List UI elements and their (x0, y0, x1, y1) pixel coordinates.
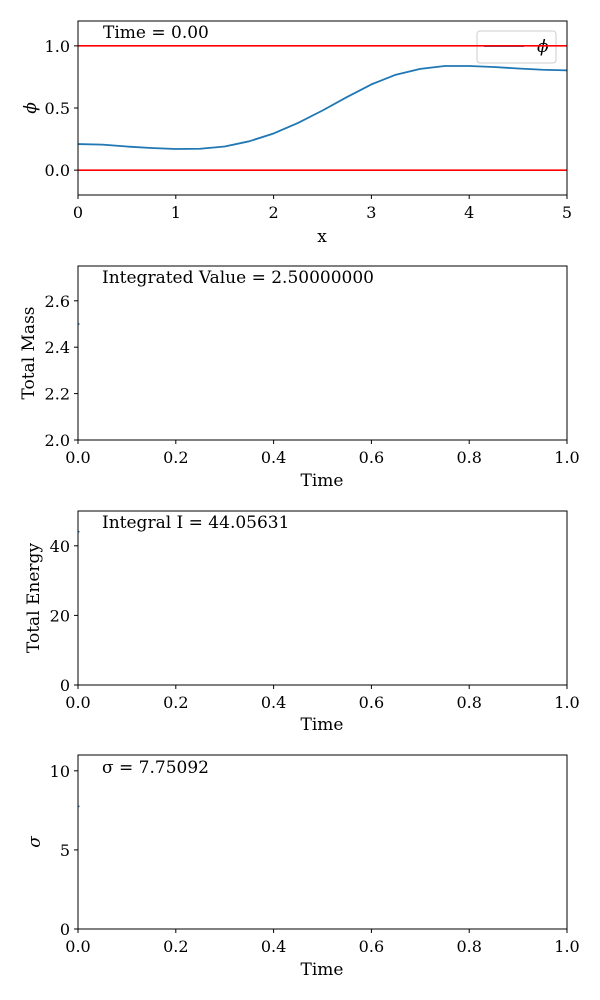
x-tick-label: 0.2 (163, 448, 188, 467)
series-line-1 (77, 65, 568, 150)
x-tick-label: 0.8 (456, 448, 481, 467)
y-tick-label: 2.2 (45, 385, 70, 404)
panel-2-marks: 0.0 0.2 0.4 0.6 0.8 1.0 2.0 2.2 2.4 2.6 (45, 265, 580, 467)
panel-1-annotation: Time = 0.00 (103, 23, 209, 43)
panel-2-annotation: Integrated Value = 2.50000000 (102, 268, 374, 288)
panel-1-xlabel: x (317, 227, 327, 247)
panel-3-xlabel: Time (301, 715, 344, 735)
x-tick-label: 1.0 (554, 937, 579, 956)
panel-total-mass: Total Mass Time Integrated Value = 2.500… (19, 268, 374, 491)
x-tick-label: 0.2 (163, 693, 188, 712)
panel-2-ylabel: Total Mass (19, 306, 39, 399)
y-tick-label: 40 (50, 537, 70, 556)
panel-phi: ϕ x Time = 0.00 ϕ (21, 23, 557, 247)
x-tick-label: 0.2 (163, 937, 188, 956)
chart-marks: 0 1 2 3 4 5 0.0 0.5 1.0 0.0 0.2 0.4 0.6 0.8 1.0 2.0 2.2 2… (45, 20, 580, 956)
panel-2-xlabel: Time (301, 471, 344, 491)
y-tick-label: 0 (60, 920, 70, 939)
plot-frame (77, 754, 568, 930)
x-tick-label: 4 (464, 203, 474, 222)
x-tick-label: 0.6 (359, 937, 384, 956)
panel-4-xlabel: Time (301, 960, 344, 980)
panel-4-annotation: σ = 7.75092 (102, 758, 209, 778)
y-tick-label: 0 (60, 676, 70, 695)
panel-sigma: σ Time σ = 7.75092 (25, 758, 343, 980)
x-tick-label: 0.6 (359, 693, 384, 712)
x-tick-label: 0.0 (65, 937, 90, 956)
y-tick-label: 20 (50, 606, 70, 625)
y-tick-label: 2.6 (45, 292, 70, 311)
y-tick-label: 10 (50, 762, 70, 781)
panel-4-marks: 0.0 0.2 0.4 0.6 0.8 1.0 0 5 10 (50, 754, 580, 956)
y-tick-label: 1.0 (45, 37, 70, 56)
x-tick-label: 1.0 (554, 448, 579, 467)
panel-1-ylabel: ϕ (21, 102, 41, 114)
x-tick-label: 0.4 (261, 937, 286, 956)
panel-1-legend: ϕ (476, 30, 557, 64)
x-tick-label: 5 (562, 203, 572, 222)
x-tick-label: 0.8 (456, 937, 481, 956)
x-tick-label: 0.4 (261, 448, 286, 467)
panel-3-ylabel: Total Energy (24, 543, 44, 653)
panel-3-annotation: Integral I = 44.05631 (102, 513, 289, 533)
x-tick-label: 1 (171, 203, 181, 222)
panel-1-marks: 0 1 2 3 4 5 0.0 0.5 1.0 (45, 20, 572, 222)
y-tick-label: 2.4 (45, 338, 70, 357)
panel-4-ylabel: σ (25, 836, 45, 848)
plot-frame (77, 265, 568, 441)
x-tick-label: 2 (269, 203, 279, 222)
y-tick-label: 0.0 (45, 161, 70, 180)
panel-total-energy: Total Energy Time Integral I = 44.05631 (24, 513, 343, 735)
legend-label: ϕ (537, 37, 549, 57)
x-tick-label: 0 (73, 203, 83, 222)
x-tick-label: 3 (366, 203, 376, 222)
panel-3-marks: 0.0 0.2 0.4 0.6 0.8 1.0 0 20 40 (50, 510, 580, 712)
plot-frame (77, 510, 568, 686)
x-tick-label: 1.0 (554, 693, 579, 712)
x-tick-label: 0.6 (359, 448, 384, 467)
y-tick-label: 2.0 (45, 431, 70, 450)
x-tick-label: 0.8 (456, 693, 481, 712)
x-tick-label: 0.4 (261, 693, 286, 712)
x-tick-label: 0.0 (65, 448, 90, 467)
y-tick-label: 0.5 (45, 99, 70, 118)
x-tick-label: 0.0 (65, 693, 90, 712)
y-tick-label: 5 (60, 841, 70, 860)
